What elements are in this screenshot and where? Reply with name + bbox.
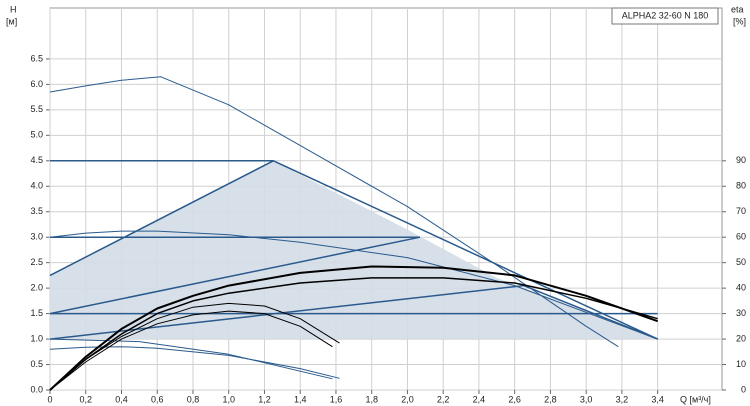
x-tick-label: 1,6 — [330, 394, 343, 404]
legend-box — [611, 7, 719, 25]
y-tick-label: 0.0 — [30, 384, 43, 394]
x-tick-label: 3,4 — [651, 394, 664, 404]
x-tick-label: 3,0 — [580, 394, 593, 404]
curve — [49, 265, 659, 391]
y2-unit: [%] — [733, 16, 746, 26]
x-tick-label: 0,4 — [115, 394, 128, 404]
y-tick-label: 5.0 — [30, 130, 43, 140]
x-tick-label: 2,0 — [401, 394, 414, 404]
y-tick-label: 4.5 — [30, 155, 43, 165]
y2-tick-label: 20 — [736, 333, 746, 343]
x-tick-label: 1,8 — [365, 394, 378, 404]
x-tick-label: 0,6 — [151, 394, 164, 404]
legend-text: ALPHA2 32-60 N 180 — [622, 10, 709, 20]
curve — [49, 346, 340, 379]
y-tick-label: 6.5 — [30, 53, 43, 63]
x-tick-label: 2,8 — [544, 394, 557, 404]
y2-tick-label: 50 — [736, 257, 746, 267]
y2-tick-label: 70 — [736, 206, 746, 216]
y2-tick-label: 30 — [736, 308, 746, 318]
x-tick-label: 0,2 — [79, 394, 92, 404]
curve — [49, 338, 333, 380]
y2-tick-label: 40 — [736, 283, 746, 293]
y-unit: [м] — [6, 16, 17, 26]
x-tick-label: 3,2 — [616, 394, 629, 404]
y2-tick-label: 80 — [736, 181, 746, 191]
y-tick-label: 3.5 — [30, 206, 43, 216]
y-tick-label: 4.0 — [30, 181, 43, 191]
y-label: H — [10, 4, 17, 14]
x-label: Q [м³/ч] — [680, 394, 711, 404]
y-tick-label: 2.0 — [30, 283, 43, 293]
curve — [49, 277, 658, 391]
x-tick-label: 1,4 — [294, 394, 307, 404]
y-tick-label: 6.0 — [30, 79, 43, 89]
curve — [49, 236, 421, 315]
x-tick-label: 2,6 — [508, 394, 521, 404]
y-tick-label: 2.5 — [30, 257, 43, 267]
x-tick-label: 2,2 — [437, 394, 450, 404]
y2-tick-label: 90 — [736, 155, 746, 165]
y2-tick-label: 0 — [741, 384, 746, 394]
curve — [49, 310, 333, 391]
x-tick-label: 0 — [47, 394, 52, 404]
y2-label: eta — [731, 4, 744, 14]
y2-tick-label: 10 — [736, 359, 746, 369]
curve — [49, 302, 340, 391]
y-tick-label: 1.0 — [30, 333, 43, 343]
y-tick-label: 0.5 — [30, 359, 43, 369]
curve — [49, 230, 658, 340]
y-tick-label: 3.0 — [30, 232, 43, 242]
x-tick-label: 1,2 — [258, 394, 271, 404]
y-tick-label: 1.5 — [30, 308, 43, 318]
x-tick-label: 1,0 — [222, 394, 235, 404]
y2-tick-label: 60 — [736, 232, 746, 242]
y-tick-label: 5.5 — [30, 104, 43, 114]
x-tick-label: 0,8 — [187, 394, 200, 404]
x-tick-label: 2,4 — [473, 394, 486, 404]
